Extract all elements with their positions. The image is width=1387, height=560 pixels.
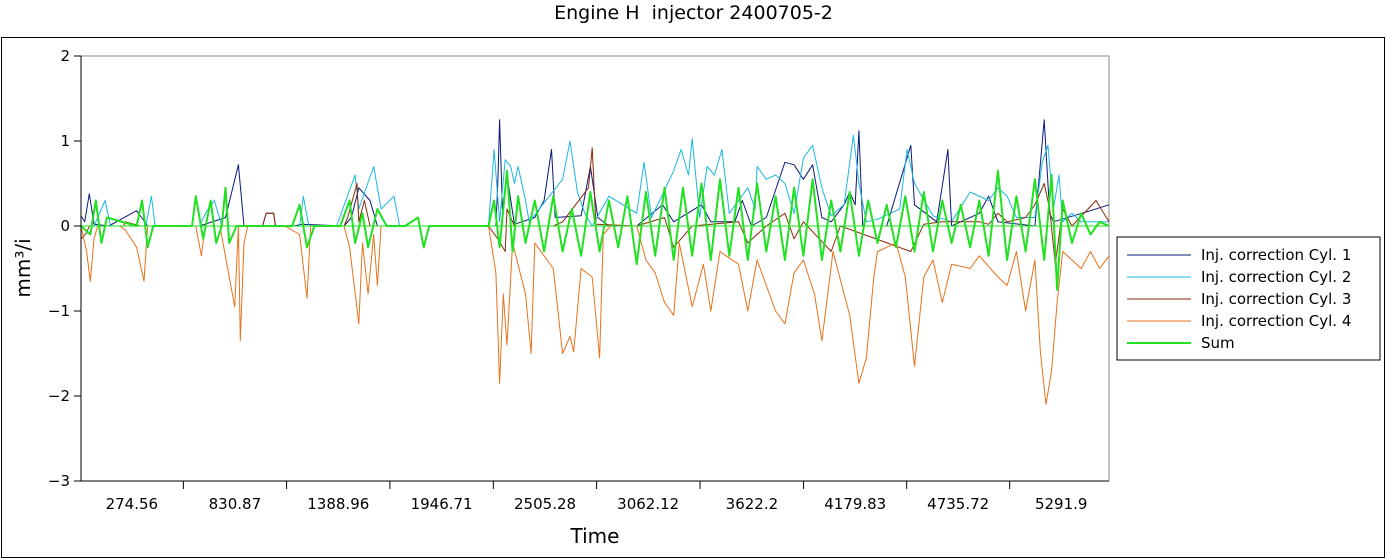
x-tick-label: 4735.72 [927, 495, 989, 513]
legend-label-5: Sum [1201, 334, 1235, 352]
legend-label-4: Inj. correction Cyl. 4 [1201, 312, 1351, 330]
x-tick-label: 1946.71 [411, 495, 473, 513]
y-axis: 2 1 0 −1 −2 −3 [48, 47, 82, 490]
chart-title: Engine H injector 2400705-2 [554, 2, 833, 24]
y-tick-label: 2 [60, 47, 70, 65]
plot-area [80, 55, 1110, 482]
x-tick-label: 1388.96 [307, 495, 369, 513]
plot-border [80, 55, 1110, 482]
x-tick-label: 274.56 [106, 495, 159, 513]
legend-label-3: Inj. correction Cyl. 3 [1201, 290, 1351, 308]
chart-frame [1, 37, 1385, 558]
x-tick-label: 3622.2 [726, 495, 779, 513]
x-tick-label: 5291.9 [1035, 495, 1088, 513]
legend-label-2: Inj. correction Cyl. 2 [1201, 268, 1351, 286]
x-tick-label: 3062.12 [617, 495, 679, 513]
series-line-2 [81, 134, 1109, 227]
x-tick-label: 4179.83 [824, 495, 886, 513]
x-tick-label: 830.87 [209, 495, 262, 513]
y-tick-label: −1 [48, 302, 70, 320]
y-axis-title: mm³/i [11, 238, 35, 297]
legend-label-1: Inj. correction Cyl. 1 [1201, 246, 1351, 264]
y-tick-label: −2 [48, 387, 70, 405]
legend: Inj. correction Cyl. 1 Inj. correction Cy… [1116, 236, 1381, 361]
y-tick-label: 1 [60, 132, 70, 150]
x-axis-title: Time [570, 524, 620, 548]
x-axis: 274.56 830.87 1388.96 1946.71 2505.28 3062.12… [81, 480, 1109, 513]
x-tick-label: 2505.28 [514, 495, 576, 513]
y-tick-label: 0 [60, 217, 70, 235]
y-tick-label: −3 [48, 472, 70, 490]
